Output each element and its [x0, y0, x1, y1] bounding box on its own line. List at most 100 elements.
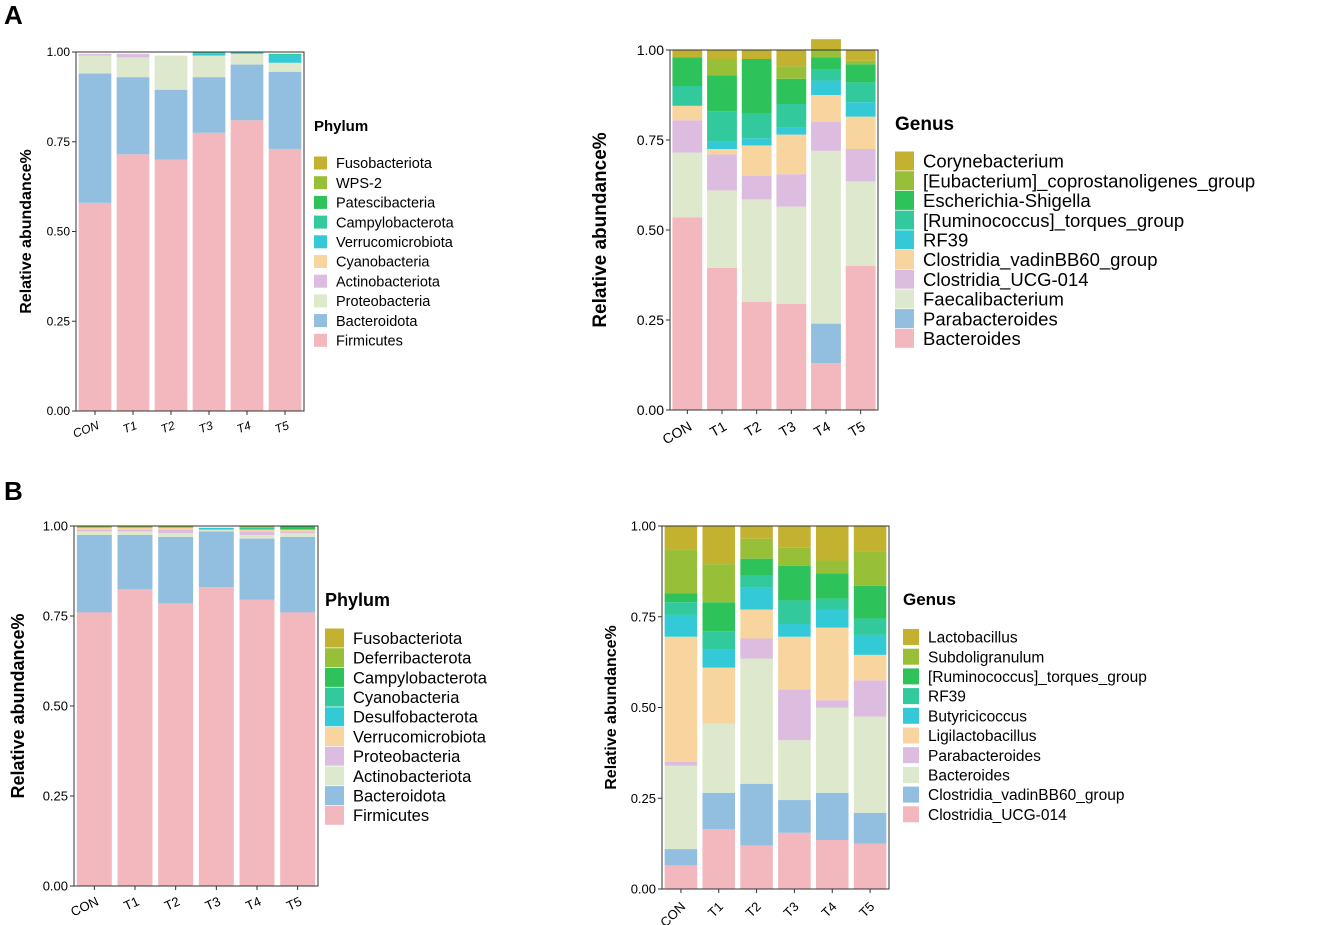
- bar-segment: [845, 64, 876, 83]
- bar-segment: [707, 75, 737, 112]
- bar-segment: [707, 50, 737, 59]
- bar-segment: [198, 587, 234, 886]
- legend-swatch: [903, 688, 919, 705]
- bar-segment: [702, 792, 736, 830]
- bar-segment: [776, 206, 807, 304]
- bar-segment: [672, 120, 703, 153]
- legend-label: Clostridia_UCG-014: [928, 807, 1067, 824]
- bar-segment: [853, 526, 887, 552]
- bar-segment: [198, 529, 234, 532]
- bar-segment: [280, 529, 316, 532]
- bar-segment: [702, 564, 736, 603]
- bar-segment: [76, 531, 112, 535]
- x-tick-label: T2: [162, 894, 182, 914]
- bar-segment: [239, 599, 275, 886]
- bar-segment: [778, 526, 811, 548]
- x-tick-label: T3: [203, 894, 223, 914]
- bar-segment: [192, 77, 226, 133]
- bar-segment: [702, 667, 736, 724]
- legend-label: Faecalibacterium: [923, 289, 1064, 310]
- bar-segment: [158, 526, 194, 528]
- bar-segment: [811, 50, 841, 58]
- y-tick-label: 0.75: [43, 609, 68, 624]
- bar-segment: [117, 535, 153, 589]
- bar-segment: [776, 303, 807, 410]
- bar-segment: [230, 52, 264, 54]
- bar-segment: [76, 529, 112, 532]
- bar-segment: [672, 50, 703, 58]
- bar-segment: [815, 792, 849, 840]
- bar-segment: [778, 624, 811, 637]
- legend-label: Parabacteroides: [923, 308, 1058, 329]
- legend-label: Verrucomicrobiota: [336, 235, 454, 251]
- bar-segment: [78, 53, 112, 56]
- y-axis-label: Relative abundance%: [603, 625, 620, 790]
- legend-label: Subdoligranulum: [928, 649, 1044, 666]
- bar-segment: [778, 689, 811, 741]
- bar-segment: [741, 59, 772, 113]
- bar-segment: [811, 57, 841, 70]
- legend: Genus Lactobacillus Subdoligranulum [Rumino…: [903, 590, 1147, 824]
- y-tick-label: 0.25: [43, 789, 68, 804]
- bar-segment: [702, 526, 736, 565]
- x-tick-label: T1: [705, 899, 726, 920]
- bar-segment: [740, 609, 773, 639]
- bar-segment: [702, 829, 736, 889]
- legend-label: Deferribacterota: [353, 650, 472, 668]
- bar-segment: [158, 529, 194, 534]
- bar-segment: [76, 612, 112, 886]
- bar-segment: [230, 64, 264, 121]
- legend-swatch: [314, 235, 327, 249]
- y-tick-label: 0.75: [47, 135, 71, 149]
- y-tick-label: 0.00: [43, 879, 68, 894]
- bar-segment: [117, 589, 153, 886]
- y-axis-label: Relative abundance%: [590, 132, 611, 327]
- bar-segment: [815, 707, 849, 793]
- bar-segment: [811, 122, 841, 151]
- bar-segment: [664, 593, 698, 603]
- bar-segment: [778, 565, 811, 601]
- bar-segment: [845, 266, 876, 410]
- bar-segment: [776, 174, 807, 207]
- bar-segment: [845, 60, 876, 65]
- y-tick-label: 1.00: [47, 45, 71, 59]
- y-tick-label: 0.75: [637, 132, 664, 148]
- bar-segment: [815, 573, 849, 599]
- x-tick-label: CON: [659, 418, 694, 447]
- bar-segment: [280, 526, 316, 530]
- bar-segment: [815, 839, 849, 889]
- legend-title: Genus: [895, 114, 954, 135]
- bar-segment: [811, 363, 841, 410]
- legend-swatch: [895, 171, 914, 191]
- chart-a-left: 0.00 0.25 0.50 0.75 1.00 CON T1 T2 T3 T4 T5 Relativ…: [18, 45, 455, 440]
- bar-segment: [268, 71, 302, 149]
- bar-segment: [707, 154, 737, 191]
- y-tick-label: 0.50: [631, 700, 656, 715]
- bar-segment: [78, 55, 112, 74]
- y-tick-label: 1.00: [637, 42, 664, 58]
- legend-label: Bacteroides: [923, 328, 1021, 349]
- legend-label: Proteobacteria: [353, 748, 461, 766]
- bar-segment: [76, 526, 112, 528]
- bar-segment: [239, 527, 275, 530]
- x-tick-label: T4: [818, 899, 839, 920]
- bar-segment: [78, 202, 112, 411]
- bar-segment: [192, 52, 226, 54]
- bar-segment: [853, 716, 887, 813]
- bar-segment: [778, 740, 811, 801]
- bar-segment: [707, 141, 737, 149]
- bar-segment: [778, 636, 811, 690]
- y-tick-label: 0.25: [631, 791, 656, 806]
- y-tick-label: 0.75: [631, 609, 656, 624]
- legend-title: Phylum: [325, 590, 390, 610]
- bar-segment: [811, 39, 841, 50]
- bar-segment: [815, 598, 849, 610]
- bar-segment: [740, 587, 773, 610]
- bar-segment: [741, 176, 772, 200]
- bar-segment: [740, 558, 773, 576]
- bar-segment: [239, 535, 275, 539]
- x-tick-label: T4: [811, 418, 833, 440]
- bar-segment: [664, 765, 698, 850]
- legend-label: Escherichia-Shigella: [923, 190, 1091, 211]
- legend-label: Ligilactobacillus: [928, 728, 1037, 745]
